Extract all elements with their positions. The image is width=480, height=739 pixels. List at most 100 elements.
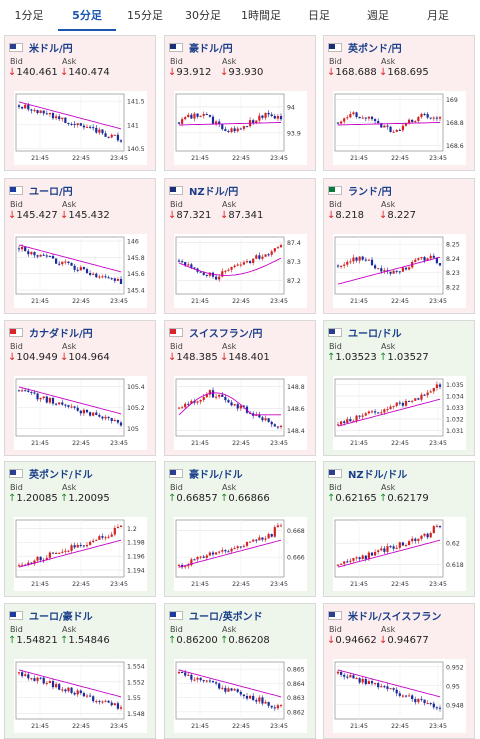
pair-name[interactable]: 豪ドル/円 [189, 44, 233, 55]
candle-body [389, 126, 392, 132]
candle-body [101, 416, 104, 419]
candlestick-chart[interactable]: 0.62 0.618 21:45 22:45 23:45 [333, 517, 466, 591]
candlestick-chart[interactable]: 94 93.9 21:45 22:45 23:45 [174, 91, 307, 165]
tab-4[interactable]: 1時間足 [241, 9, 281, 22]
tab-3[interactable]: 30分足 [185, 9, 221, 22]
candle-body [54, 403, 58, 405]
tab-7[interactable]: 月足 [427, 9, 449, 22]
pair-name[interactable]: 米ドル/円 [29, 44, 73, 55]
tab-0[interactable]: 1分足 [14, 9, 44, 22]
chart-svg: 105.4 105.2 105 21:45 22:45 23:45 [15, 378, 145, 447]
candle-body [239, 405, 242, 409]
candlestick-chart[interactable]: 141.5 141 140.5 21:45 22:45 23:45 [14, 91, 147, 165]
candle-body [119, 140, 123, 142]
candle-body [346, 117, 349, 119]
candle-body [76, 407, 79, 411]
rate-card[interactable]: 豪ドル/円 Bid Ask ↓93.912 ↓93.930 94 93.9 21:45 22:4… [164, 35, 316, 171]
y-tick-label: 87.3 [287, 259, 301, 266]
arrow-icon: ↓ [327, 67, 336, 78]
tab-2[interactable]: 15分足 [127, 9, 163, 22]
candle-body [352, 558, 355, 561]
y-tick-label: 8.24 [446, 256, 460, 263]
rate-card[interactable]: NZドル/円 Bid Ask ↓87.321 ↓87.341 87.4 87.3 87.2 21… [164, 178, 316, 314]
pair-name[interactable]: 米ドル/スイスフラン [348, 612, 442, 623]
candle-body [429, 391, 432, 393]
rate-card[interactable]: NZドル/ドル Bid Ask ↑0.62165 ↑0.62179 0.62 0.618 21… [323, 461, 475, 597]
arrow-icon: ↓ [379, 210, 388, 221]
candle-body [336, 265, 340, 267]
candle-body [101, 129, 104, 134]
pair-name[interactable]: スイスフラン/円 [189, 329, 263, 340]
candle-body [435, 707, 439, 709]
pair-name[interactable]: ユーロ/円 [29, 187, 73, 198]
bid-value: ↑1.20085 [8, 493, 58, 504]
candlestick-chart[interactable]: 146 145.8 145.6 145.4 21:45 22:45 23:45 [14, 234, 147, 308]
pair-name[interactable]: 英ポンド/ドル [29, 470, 93, 481]
pair-name[interactable]: NZドル/ドル [348, 470, 408, 481]
candlestick-chart[interactable]: 1.2 1.198 1.196 1.194 21:45 22:45 23:45 [14, 517, 147, 591]
pair-name[interactable]: カナダドル/円 [29, 329, 93, 340]
rate-card[interactable]: ユーロ/円 Bid Ask ↓145.427 ↓145.432 146 145.8 145.6… [4, 178, 156, 314]
rate-card[interactable]: ランド/円 Bid Ask ↓8.218 ↓8.227 8.25 8.24 8.23 8.22 2… [323, 178, 475, 314]
candle-body [177, 564, 181, 566]
candlestick-chart[interactable]: 169 168.8 168.6 21:45 22:45 23:45 [333, 91, 466, 165]
candle-body [414, 538, 417, 541]
candlestick-chart[interactable]: 1.035 1.034 1.033 1.032 1.031 21:45 22:45 23:45 [333, 376, 466, 450]
candle-body [67, 122, 70, 124]
arrow-icon: ↑ [168, 635, 177, 646]
candlestick-chart[interactable]: 1.554 1.552 1.55 1.548 21:45 22:45 23:45 [14, 659, 147, 733]
rate-card[interactable]: 英ポンド/円 Bid Ask ↓168.688 ↓168.695 169 168.8 168.… [323, 35, 475, 171]
moving-average-line [18, 386, 122, 415]
candle-body [17, 105, 21, 107]
candle-body [336, 564, 340, 566]
rate-card[interactable]: カナダドル/円 Bid Ask ↓104.949 ↓104.964 105.4 105.2 1… [4, 320, 156, 456]
candle-body [104, 133, 107, 137]
bid-value: ↑0.86200 [168, 635, 218, 646]
candle-body [270, 534, 273, 537]
bid-label: Bid [329, 483, 342, 492]
candle-body [352, 257, 355, 262]
candle-body [180, 407, 184, 409]
arrow-icon: ↓ [379, 67, 388, 78]
pair-name[interactable]: ユーロ/英ポンド [189, 612, 263, 623]
candle-body [279, 525, 283, 527]
tab-6[interactable]: 週足 [367, 9, 389, 22]
rate-card[interactable]: 英ポンド/ドル Bid Ask ↑1.20085 ↑1.20095 1.2 1.198 1.1… [4, 461, 156, 597]
candlestick-chart[interactable]: 105.4 105.2 105 21:45 22:45 23:45 [14, 376, 147, 450]
rate-card[interactable]: ユーロ/英ポンド Bid Ask ↑0.86200 ↑0.86208 0.865 0.864… [164, 603, 316, 739]
pair-name[interactable]: ランド/円 [348, 187, 392, 198]
candlestick-chart[interactable]: 8.25 8.24 8.23 8.22 21:45 22:45 23:45 [333, 234, 466, 308]
tab-5[interactable]: 日足 [308, 9, 330, 22]
pair-name[interactable]: ユーロ/ドル [348, 329, 402, 340]
rate-card[interactable]: 豪ドル/ドル Bid Ask ↑0.66857 ↑0.66866 0.668 0.666 21… [164, 461, 316, 597]
rate-card[interactable]: スイスフラン/円 Bid Ask ↓148.385 ↓148.401 148.8 148.6… [164, 320, 316, 456]
tab-1[interactable]: 5分足 [58, 0, 116, 31]
y-tick-label: 146 [127, 239, 139, 246]
candlestick-chart[interactable]: 0.668 0.666 21:45 22:45 23:45 [174, 517, 307, 591]
rate-card[interactable]: ユーロ/ドル Bid Ask ↑1.03523 ↑1.03527 1.035 1.034 1.… [323, 320, 475, 456]
pair-name[interactable]: 豪ドル/ドル [189, 470, 243, 481]
candle-body [180, 261, 184, 263]
rate-card[interactable]: ユーロ/豪ドル Bid Ask ↑1.54821 ↑1.54846 1.554 1.552 1… [4, 603, 156, 739]
candle-body [383, 125, 386, 128]
candlestick-chart[interactable]: 0.952 0.95 0.948 21:45 22:45 23:45 [333, 659, 466, 733]
rate-card[interactable]: 米ドル/円 Bid Ask ↓140.461 ↓140.474 141.5 141 140.5… [4, 35, 156, 171]
y-tick-label: 8.22 [446, 284, 460, 291]
x-tick-label: 22:45 [72, 440, 90, 447]
ask-label: Ask [381, 483, 396, 492]
pair-name[interactable]: 英ポンド/円 [348, 44, 402, 55]
candle-body [202, 397, 205, 400]
candle-body [417, 398, 420, 400]
candle-body [432, 117, 435, 119]
ask-value: ↓145.432 [60, 210, 110, 221]
candle-body [343, 264, 346, 266]
pair-name[interactable]: ユーロ/豪ドル [29, 612, 93, 623]
candle-body [30, 678, 33, 680]
candlestick-chart[interactable]: 87.4 87.3 87.2 21:45 22:45 23:45 [174, 234, 307, 308]
candle-body [73, 692, 76, 695]
rate-card[interactable]: 米ドル/スイスフラン Bid Ask ↓0.94662 ↓0.94677 0.952 0.9… [323, 603, 475, 739]
pair-name[interactable]: NZドル/円 [189, 187, 239, 198]
candlestick-chart[interactable]: 148.8 148.6 148.4 21:45 22:45 23:45 [174, 376, 307, 450]
candle-body [110, 534, 113, 537]
candlestick-chart[interactable]: 0.865 0.864 0.863 0.862 21:45 22:45 23:45 [174, 659, 307, 733]
